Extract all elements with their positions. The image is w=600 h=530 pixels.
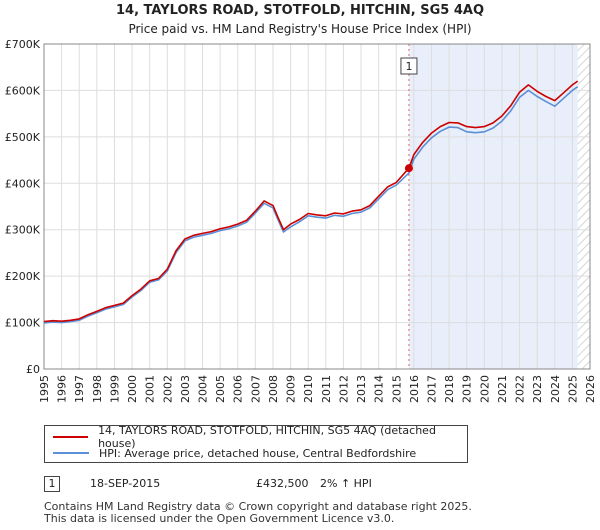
sale-marker-label: 1 xyxy=(405,60,412,73)
x-tick-label: 2010 xyxy=(302,375,315,403)
x-tick-label: 2026 xyxy=(584,375,597,403)
y-tick-label: £600K xyxy=(5,84,41,97)
x-tick-label: 2019 xyxy=(461,375,474,403)
x-tick-label: 2018 xyxy=(443,375,456,403)
x-tick-label: 2005 xyxy=(214,375,227,403)
y-tick-label: £0 xyxy=(26,363,40,376)
legend-label-property: 14, TAYLORS ROAD, STOTFOLD, HITCHIN, SG5… xyxy=(98,424,436,450)
x-tick-label: 2020 xyxy=(478,375,491,403)
x-tick-label: 2007 xyxy=(249,375,262,403)
y-tick-label: £200K xyxy=(5,270,41,283)
hpi-series-line xyxy=(43,86,579,324)
x-tick-label: 2022 xyxy=(514,375,527,403)
x-tick-label: 2021 xyxy=(496,375,509,403)
x-tick-label: 1996 xyxy=(56,375,69,403)
y-tick-label: £400K xyxy=(5,177,41,190)
price-chart: 14, TAYLORS ROAD, STOTFOLD, HITCHIN, SG5… xyxy=(5,3,597,403)
sale-price: £432,500 xyxy=(256,477,309,490)
x-tick-label: 1998 xyxy=(91,375,104,403)
x-tick-label: 2012 xyxy=(337,375,350,403)
property-series-line xyxy=(43,80,579,323)
x-tick-label: 2002 xyxy=(161,375,174,403)
sale-hpi-change: 2% ↑ HPI xyxy=(320,477,372,490)
y-tick-label: £700K xyxy=(5,38,41,51)
y-tick-label: £100K xyxy=(5,317,41,330)
x-tick-label: 2000 xyxy=(126,375,139,403)
footer-line-2: This data is licensed under the Open Gov… xyxy=(44,512,395,525)
x-tick-label: 1995 xyxy=(38,375,51,403)
legend-line-property xyxy=(53,436,89,438)
y-tick-label: £500K xyxy=(5,131,41,144)
sale-point xyxy=(404,164,413,173)
x-tick-label: 2001 xyxy=(144,375,157,403)
x-tick-label: 2016 xyxy=(408,375,421,403)
footer-line-1: Contains HM Land Registry data © Crown c… xyxy=(44,500,472,513)
x-tick-label: 2015 xyxy=(390,375,403,403)
x-tick-label: 2011 xyxy=(320,375,333,403)
x-tick-label: 2009 xyxy=(285,375,298,403)
x-tick-label: 2023 xyxy=(531,375,544,403)
post-sale-shading xyxy=(408,44,578,369)
x-tick-label: 2003 xyxy=(179,375,192,403)
x-tick-label: 2025 xyxy=(566,375,579,403)
x-tick-label: 2008 xyxy=(267,375,280,403)
x-tick-label: 2014 xyxy=(373,375,386,403)
y-tick-label: £300K xyxy=(5,224,41,237)
legend: 14, TAYLORS ROAD, STOTFOLD, HITCHIN, SG5… xyxy=(44,424,468,463)
x-tick-label: 1997 xyxy=(73,375,86,403)
x-tick-label: 2024 xyxy=(549,375,562,403)
x-tick-label: 2004 xyxy=(197,375,210,403)
x-tick-label: 2006 xyxy=(232,375,245,403)
x-tick-label: 1999 xyxy=(108,375,121,403)
footer: Contains HM Land Registry data © Crown c… xyxy=(44,501,472,525)
legend-item-hpi: HPI: Average price, detached house, Cent… xyxy=(53,445,416,461)
legend-label-hpi: HPI: Average price, detached house, Cent… xyxy=(99,446,417,460)
x-tick-label: 2017 xyxy=(425,375,438,403)
sale-date: 18-SEP-2015 xyxy=(90,477,161,490)
chart-subtitle: Price paid vs. HM Land Registry's House … xyxy=(128,22,471,36)
x-tick-label: 2013 xyxy=(355,375,368,403)
legend-item-property: 14, TAYLORS ROAD, STOTFOLD, HITCHIN, SG5… xyxy=(53,424,467,450)
chart-title: 14, TAYLORS ROAD, STOTFOLD, HITCHIN, SG5… xyxy=(116,3,484,18)
future-hatch-region xyxy=(577,44,590,369)
legend-line-hpi xyxy=(53,452,89,454)
sale-marker-badge: 1 xyxy=(44,476,60,492)
plot-frame xyxy=(43,43,591,370)
sale-marker-box xyxy=(400,57,418,75)
